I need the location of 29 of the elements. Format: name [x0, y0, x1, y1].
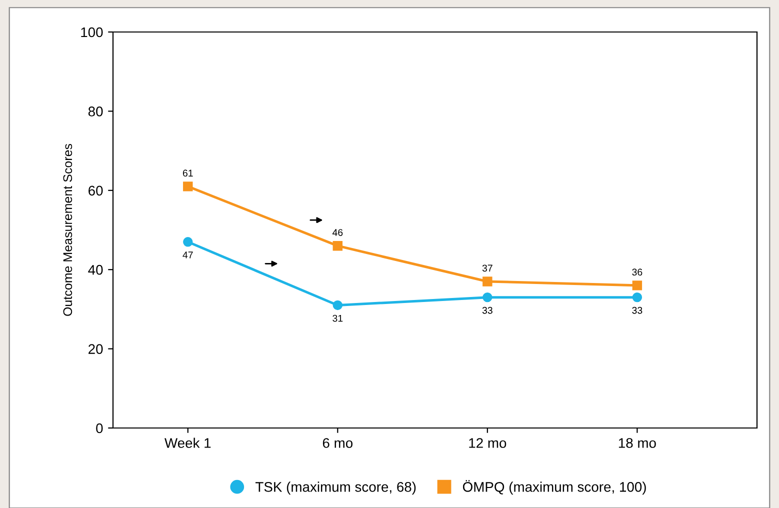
point	[632, 292, 642, 302]
point	[482, 292, 492, 302]
data-label: 46	[332, 229, 343, 236]
y-tick-label: 80	[88, 106, 103, 116]
point	[482, 276, 492, 286]
x-tick-label: 6 mo	[322, 438, 353, 448]
y-tick-label: 20	[88, 344, 103, 354]
y-tick-label: 40	[88, 264, 103, 275]
data-label: 31	[332, 314, 343, 322]
data-label: 36	[632, 268, 642, 276]
y-tick-label: 100	[81, 27, 103, 38]
x-tick-label: Week 1	[164, 438, 211, 448]
point	[332, 240, 343, 251]
data-label: 61	[182, 170, 193, 177]
y-tick-label: 60	[88, 186, 103, 196]
point	[632, 280, 642, 290]
y-axis-title: Outcome Measurement Scores	[63, 144, 72, 316]
x-tick-label: 12 mo	[469, 438, 506, 448]
legend-label: TSK (maximum score, 68)	[256, 482, 416, 495]
point	[332, 300, 343, 310]
point	[183, 182, 193, 192]
data-label: 47	[182, 252, 193, 258]
data-label: 33	[482, 306, 492, 314]
legend-label: ÖMPQ (maximum score, 100)	[462, 480, 646, 495]
data-label: 33	[632, 306, 642, 314]
point	[183, 237, 193, 247]
y-tick-label: 0	[96, 423, 103, 434]
data-label: 37	[482, 264, 492, 272]
x-tick-label: 18 mo	[618, 438, 656, 448]
